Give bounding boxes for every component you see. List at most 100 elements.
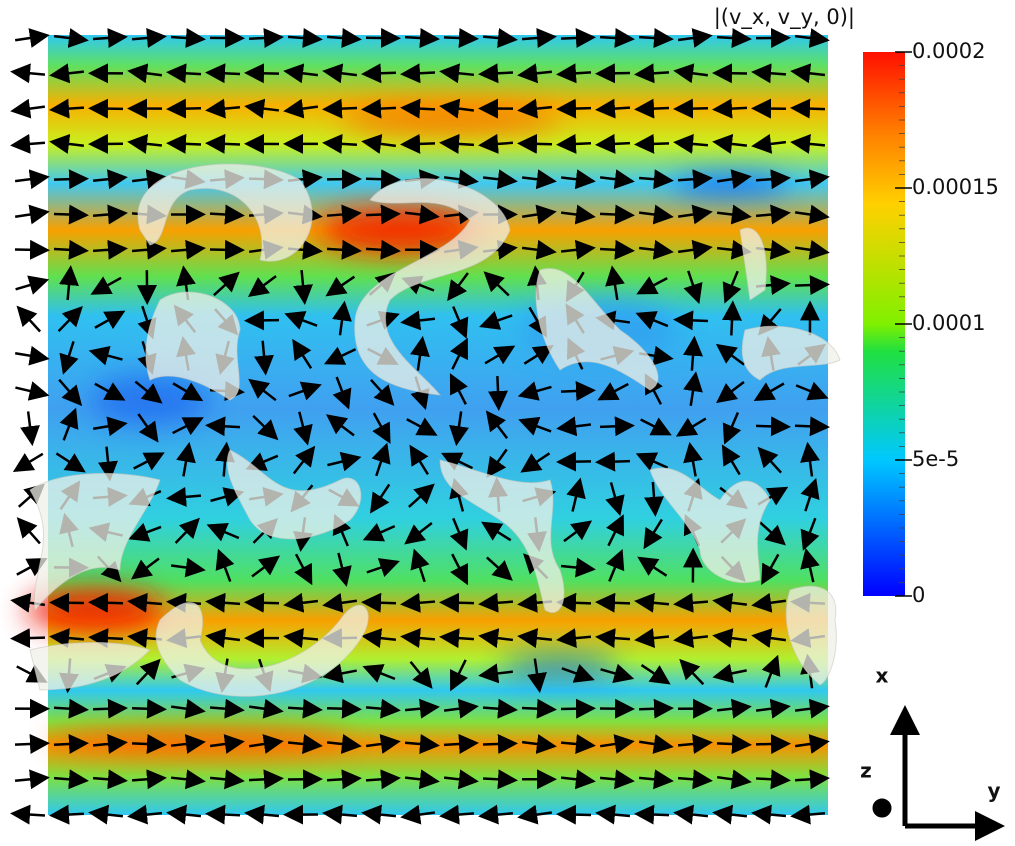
vector-arrow [756,744,786,745]
vector-arrow [15,177,45,181]
vector-arrow [717,73,747,74]
vector-arrow [15,212,45,216]
vector-arrow [731,305,732,335]
vector-arrow [639,814,669,815]
vector-arrow [28,411,32,441]
vector-arrow [717,37,747,39]
vector-arrow [249,73,279,74]
vector-arrow [756,426,786,427]
vector-arrow [639,708,669,709]
vector-arrow [483,744,513,745]
vector-arrow [93,708,123,709]
vector-arrow [795,426,825,427]
vector-arrow [444,743,474,745]
vector-arrow [132,708,162,709]
vector-arrow [561,108,591,109]
vector-arrow [15,353,45,358]
vector-arrow [444,602,474,603]
vector-arrow [93,108,123,109]
vector-arrow [717,743,747,744]
vector-arrow [522,708,552,709]
vector-arrow [16,281,45,289]
vector-arrow [405,37,435,39]
vector-arrow [20,521,40,544]
colorbar-tick-label: 0.0001 [912,311,985,335]
vector-arrow [54,249,84,251]
colorbar-tick-label: 0.0002 [912,39,985,63]
vector-arrow [210,214,240,216]
axis-label-y: y [987,779,1000,803]
vector-arrow [366,602,396,603]
colorbar-tick-label: 0 [912,583,925,607]
vector-arrow [483,73,513,75]
colorbar-title: |(v_x, v_y, 0)| [714,5,855,30]
vector-arrow [15,778,45,781]
vector-arrow [600,143,630,145]
vector-arrow [639,143,669,144]
vector-arrow [366,179,396,180]
vector-arrow [15,107,45,111]
vector-arrow [15,638,45,639]
axis-label-x: x [876,664,889,688]
vector-arrow [405,143,435,144]
vector-arrow [678,320,708,321]
chart: 0 5e-5 0.0001 0.00015 0.0002 |(v_x, v_y, 0)|… [0,0,1015,846]
vector-arrow [561,814,591,815]
vector-arrow [639,37,669,39]
vector-arrow [600,461,630,462]
vector-arrow [20,309,40,331]
vector-arrow [15,250,45,251]
orientation-axes [875,715,995,826]
vector-arrow [795,285,825,286]
vector-arrow [171,72,201,74]
axis-label-z: z [860,759,872,783]
vector-arrow [15,388,44,395]
vector-arrow [17,454,43,470]
vector-arrow [405,108,435,109]
vector-arrow [171,108,201,109]
vector-arrow [249,37,279,39]
vector-arrow [210,814,240,815]
vector-arrow [210,73,240,74]
vector-arrow [600,214,630,215]
vector-arrow [522,144,552,145]
vector-arrow [600,249,630,251]
vector-arrow [561,602,591,603]
vector-arrow [444,37,474,38]
vector-arrow [15,143,45,145]
colorbar-tick-label: 0.00015 [912,175,999,199]
vector-arrow [210,143,240,144]
vector-arrow [15,36,45,40]
vector-arrow [678,108,708,109]
vector-arrow [171,143,201,144]
vector-arrow [327,708,357,709]
vector-arrow [93,637,123,638]
vector-arrow [54,179,84,180]
vector-arrow [54,743,84,744]
vector-arrow [366,214,396,215]
vector-arrow [366,73,396,74]
vector-arrow [54,814,84,816]
vector-arrow [600,602,630,603]
vector-arrow [54,214,84,215]
vector-arrow [15,72,45,75]
vector-arrow [132,743,162,744]
colorbar-tick-label: 5e-5 [912,447,959,471]
vector-arrow [717,108,747,110]
vector-arrow [561,390,591,391]
vector-arrow [756,778,786,780]
vector-arrow [15,743,45,744]
vector-arrow [561,708,591,709]
colorbar-ticks: 0 5e-5 0.0001 0.00015 0.0002 [895,39,999,607]
vector-arrow [210,425,240,427]
vector-arrow [249,778,279,780]
vector-arrow [600,426,630,427]
vector-arrow [600,73,630,74]
vector-arrow [93,602,123,603]
vector-arrow [561,143,591,144]
vector-arrow [210,250,240,251]
vector-arrow [15,814,45,816]
vector-arrow [327,108,357,109]
vector-arrow [639,108,669,109]
vector-arrow [561,461,591,462]
